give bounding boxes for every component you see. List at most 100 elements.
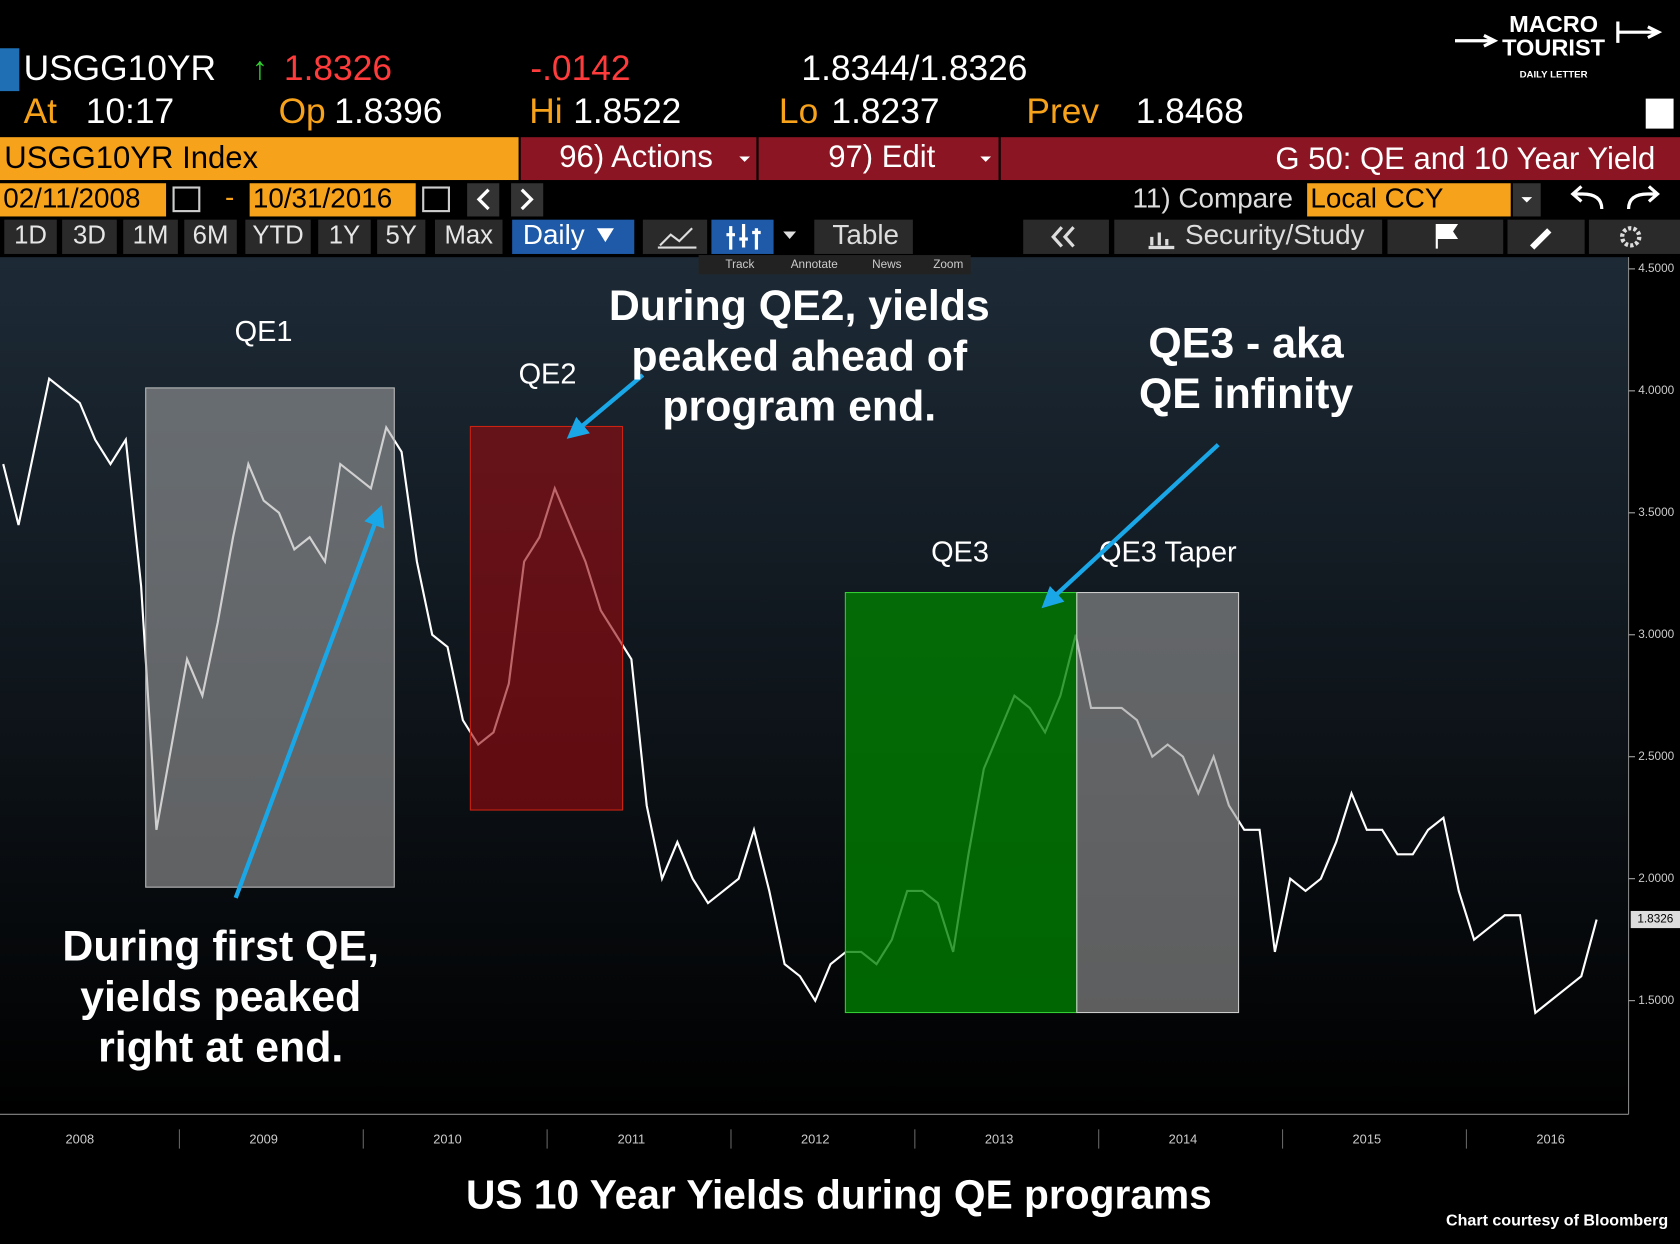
period-label[interactable]: 1Y [329, 222, 360, 250]
annotation: During QE2, yields [609, 282, 990, 330]
plot: 4.5000 4.0000 3.5000 3.0000 2.5000 2.0000 1.50… [0, 257, 1680, 1149]
dropdown-icon [783, 231, 797, 239]
y-tick-label: 2.5000 [1638, 750, 1674, 763]
collapse-icon [1051, 226, 1075, 248]
line-chart-icon [657, 227, 697, 249]
actions-label[interactable]: 96) Actions [559, 139, 713, 174]
qe-region [145, 387, 395, 888]
x-tick-label: 2015 [1353, 1131, 1382, 1146]
edit-label[interactable]: 97) Edit [828, 139, 935, 174]
qe-region [844, 592, 1078, 1014]
frequency-button[interactable] [512, 219, 635, 254]
period-buttons: 1D 3D 1M 6M YTD 1Y 5Y Max [4, 219, 503, 254]
qe-region [469, 425, 624, 811]
ticker-marker [0, 48, 20, 92]
table-button[interactable] [814, 219, 913, 254]
region-label: QE3 Taper [1099, 537, 1237, 569]
tool-label[interactable]: Track [725, 258, 754, 271]
period-button[interactable] [62, 219, 117, 254]
x-tick-label: 2008 [66, 1131, 95, 1146]
calendar-icon[interactable] [422, 186, 450, 213]
annotation: yields peaked [80, 973, 361, 1021]
currency-field[interactable] [1307, 183, 1511, 217]
prev-button[interactable] [467, 183, 500, 217]
period-label[interactable]: 1D [14, 222, 47, 250]
y-tick-label: 3.0000 [1638, 628, 1674, 641]
annotation: peaked ahead of [631, 332, 967, 380]
study-label[interactable]: Security/Study [1185, 219, 1365, 250]
table-label[interactable]: Table [832, 219, 899, 250]
calendar-icon[interactable] [172, 186, 201, 213]
period-button[interactable] [184, 219, 237, 254]
period-label[interactable]: YTD [252, 222, 303, 250]
annotation-arrow [566, 373, 645, 439]
period-label[interactable]: 1M [133, 222, 169, 250]
tools: Track Annotate News Zoom [725, 258, 963, 271]
annotation: During first QE, [62, 923, 379, 971]
prev-icon [476, 188, 490, 211]
last-price: 1.8326 [284, 49, 392, 88]
chart-title: US 10 Year Yields during QE programs [466, 1172, 1212, 1218]
logo-line: DAILY LETTER [1520, 70, 1588, 81]
undo-redo-icons[interactable] [1570, 185, 1660, 210]
settings-button[interactable] [1588, 219, 1680, 254]
start-date-field[interactable] [0, 183, 167, 217]
bar-chart-icon [726, 223, 761, 250]
next-icon [520, 188, 534, 211]
next-button[interactable] [511, 183, 544, 217]
title-bar [1000, 137, 1680, 181]
period-button[interactable] [318, 219, 371, 254]
edit-button[interactable] [758, 137, 999, 181]
start-date[interactable]: 02/11/2008 [3, 183, 140, 214]
end-date[interactable]: 10/31/2016 [253, 183, 392, 214]
period-button[interactable] [4, 219, 57, 254]
period-label[interactable]: 5Y [386, 222, 417, 250]
period-button[interactable] [435, 219, 503, 254]
period-button[interactable] [377, 219, 426, 254]
page-title: G 50: QE and 10 Year Yield [1275, 141, 1655, 176]
period-label[interactable]: 6M [193, 222, 229, 250]
x-tick-label: 2009 [249, 1131, 278, 1146]
region-label: QE2 [519, 359, 577, 391]
region-label: QE3 [931, 537, 989, 569]
x-tick-label: 2016 [1536, 1131, 1565, 1146]
annotation: QE3 - aka [1148, 319, 1344, 367]
tool-label[interactable]: Zoom [933, 258, 963, 271]
logo: MACRO TOURIST DAILY LETTER [1455, 11, 1674, 129]
date-separator: - [225, 182, 234, 213]
x-tick-label: 2014 [1169, 1131, 1198, 1146]
logo-line: TOURIST [1502, 35, 1606, 61]
annotation-arrow [233, 504, 385, 899]
dropdown-icon [1521, 197, 1533, 203]
period-label[interactable]: 3D [73, 222, 106, 250]
frequency[interactable]: Daily [523, 219, 585, 250]
x-tick-label: 2010 [433, 1131, 462, 1146]
y-tick-label: 2.0000 [1638, 872, 1674, 885]
ticker: USGG10YR [24, 49, 217, 88]
period-button[interactable] [245, 219, 311, 254]
settings-icon [1620, 226, 1642, 248]
y-tick-label: 3.5000 [1638, 506, 1674, 519]
y-tick-label: 4.0000 [1638, 384, 1674, 397]
period-label[interactable]: Max [444, 222, 493, 250]
period-button[interactable] [123, 219, 178, 254]
x-tick-label: 2013 [985, 1131, 1014, 1146]
security: USGG10YR Index [4, 140, 258, 175]
bid-ask: 1.8344/1.8326 [801, 49, 1027, 88]
y-tick-label: 4.5000 [1638, 262, 1674, 275]
annotation-arrow [1041, 443, 1220, 609]
tool-label[interactable]: Annotate [791, 258, 839, 271]
dropdown-icon [980, 156, 992, 162]
draw-icon [1530, 228, 1552, 250]
open-label: Op [279, 92, 326, 131]
currency[interactable]: Local CCY [1310, 183, 1443, 214]
open: 1.8396 [334, 92, 442, 131]
compare[interactable]: 11) Compare [1133, 183, 1293, 214]
prev-label: Prev [1026, 92, 1099, 131]
tool-label[interactable]: News [872, 258, 902, 271]
export-icon[interactable] [1645, 98, 1674, 129]
actions-button[interactable] [520, 137, 757, 181]
low: 1.8237 [831, 92, 939, 131]
end-date-field[interactable] [249, 183, 416, 217]
